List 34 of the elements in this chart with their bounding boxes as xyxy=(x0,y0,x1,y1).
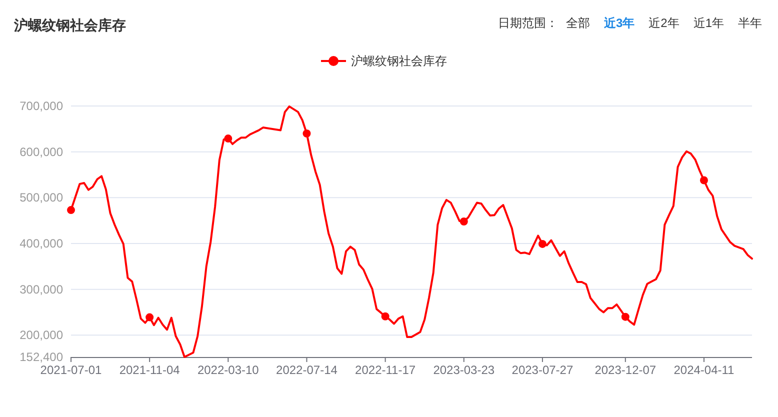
y-tick-label: 700,000 xyxy=(20,99,64,113)
legend: 沪螺纹钢社会库存 xyxy=(321,54,447,68)
text: 半年 xyxy=(738,16,762,30)
y-tick-label: 600,000 xyxy=(20,144,64,159)
legend-label: 沪螺纹钢社会库存 xyxy=(351,54,447,68)
x-tick-label: 2023-03-23 xyxy=(433,363,495,377)
point xyxy=(538,240,546,248)
x-tick-label: 2022-11-17 xyxy=(355,363,416,377)
y-tick-label: 200,000 xyxy=(20,328,64,342)
x-tick-label: 2022-03-10 xyxy=(197,363,260,377)
point xyxy=(224,134,232,143)
y-tick-label: 400,000 xyxy=(20,236,64,251)
text: 近2年 xyxy=(648,16,680,30)
point xyxy=(381,312,390,320)
point xyxy=(67,206,75,214)
x-tick-label: 2023-12-07 xyxy=(594,363,656,377)
chart-title: 沪螺纹钢社会库存 xyxy=(13,17,126,33)
text: 近1年 xyxy=(693,16,724,30)
y-tick-label: 500,000 xyxy=(20,190,64,205)
x-tick-label: 2021-11-04 xyxy=(119,363,180,377)
point xyxy=(621,312,630,321)
text: 全部 xyxy=(566,16,590,30)
point xyxy=(460,218,468,226)
y-tick-label: 152,400 xyxy=(20,350,64,364)
x-tick-label: 2024-04-11 xyxy=(674,363,735,377)
y-tick-label: 300,000 xyxy=(20,282,64,296)
x-tick-label: 2023-07-27 xyxy=(512,363,574,377)
text: 近3年 xyxy=(602,16,635,30)
point xyxy=(302,130,311,138)
x-tick-label: 2022-07-14 xyxy=(276,363,338,377)
point xyxy=(700,176,708,184)
x-tick-label: 2021-07-01 xyxy=(40,363,102,377)
text: 日期范围： xyxy=(498,16,558,30)
point xyxy=(146,313,154,322)
